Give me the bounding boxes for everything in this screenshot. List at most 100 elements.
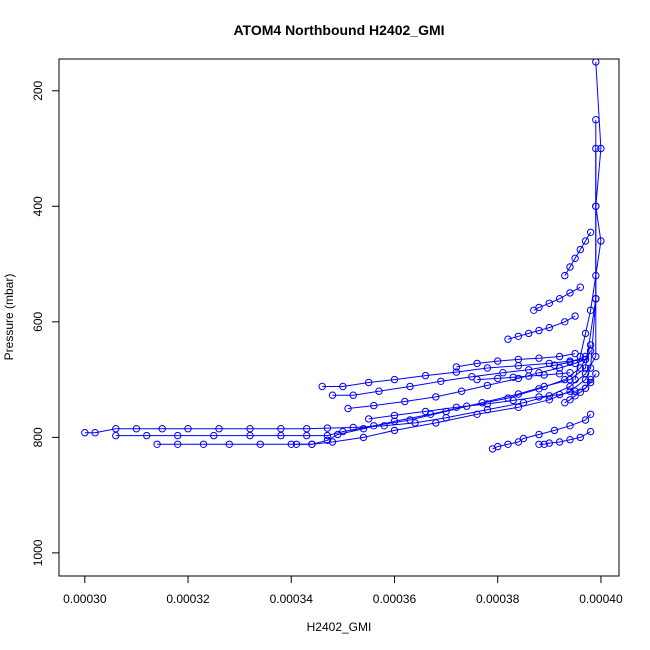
data-point	[586, 228, 595, 237]
data-point	[473, 375, 481, 384]
data-point	[494, 357, 502, 365]
data-point	[555, 370, 564, 378]
data-point	[401, 397, 409, 406]
data-point	[514, 374, 523, 383]
data-point	[535, 430, 543, 439]
data-point	[576, 364, 584, 372]
data-point	[494, 374, 502, 383]
data-point	[535, 393, 543, 401]
data-point	[277, 425, 285, 433]
x-tick-label: 0.00030	[63, 592, 107, 606]
data-point	[576, 245, 584, 254]
series-6	[328, 352, 590, 399]
data-point	[390, 426, 399, 435]
data-point	[535, 303, 543, 312]
data-point	[432, 393, 440, 401]
data-point	[586, 341, 595, 349]
series-line	[296, 350, 592, 445]
data-point	[586, 410, 595, 418]
data-point	[390, 375, 399, 384]
data-point	[328, 438, 337, 446]
data-point	[581, 329, 590, 338]
data-point	[592, 202, 600, 211]
data-point	[586, 427, 595, 436]
data-point	[581, 364, 590, 372]
data-point	[566, 358, 574, 366]
y-tick-label: 1000	[31, 539, 45, 566]
data-point	[545, 299, 553, 307]
data-point	[571, 375, 579, 384]
series-line	[332, 356, 586, 396]
data-point	[246, 431, 254, 440]
data-point	[390, 411, 399, 420]
x-tick-label: 0.00034	[270, 592, 314, 606]
data-point	[576, 352, 584, 361]
series-15	[535, 427, 595, 448]
data-point	[576, 433, 584, 442]
data-point	[452, 363, 461, 371]
series-line	[507, 315, 576, 340]
series-9	[452, 349, 579, 371]
series-line	[564, 373, 597, 404]
data-point	[499, 369, 507, 377]
data-point	[483, 381, 492, 390]
data-point	[246, 425, 254, 433]
data-point	[380, 422, 388, 430]
data-point	[334, 430, 342, 439]
data-point	[509, 396, 517, 405]
data-point	[566, 396, 574, 404]
x-tick-label: 0.00032	[166, 592, 210, 606]
data-point	[540, 371, 548, 379]
data-point	[323, 436, 332, 444]
series-line	[539, 431, 591, 445]
data-point	[519, 434, 528, 443]
data-point	[457, 387, 466, 395]
data-point	[452, 368, 461, 376]
series-line	[564, 232, 592, 276]
data-point	[561, 318, 569, 326]
data-point	[91, 429, 99, 437]
data-point	[174, 440, 182, 448]
data-point	[504, 440, 512, 448]
series-line	[347, 358, 586, 409]
series-16	[561, 370, 600, 407]
series-line	[533, 286, 581, 311]
data-point	[581, 416, 590, 424]
data-point	[303, 425, 311, 433]
data-point	[535, 354, 543, 362]
data-point	[592, 370, 600, 378]
data-point	[359, 433, 368, 442]
series-line	[574, 61, 602, 380]
data-point	[535, 385, 543, 393]
series-7	[344, 355, 590, 413]
data-point	[132, 425, 141, 433]
series-11	[504, 312, 579, 343]
data-point	[292, 440, 301, 448]
series-14	[488, 410, 595, 453]
chart-title: ATOM4 Northbound H2402_GMI	[233, 22, 444, 38]
data-point	[199, 440, 208, 448]
data-point	[540, 440, 548, 448]
y-tick-label: 200	[31, 80, 45, 100]
data-point	[174, 431, 182, 440]
x-axis: 0.00030 0.00032 0.00034 0.00036 0.00038 0.000…	[63, 575, 623, 606]
x-tick-label: 0.00036	[373, 592, 417, 606]
data-point	[210, 431, 218, 440]
data-point	[359, 425, 368, 433]
data-point	[323, 424, 332, 432]
data-point	[555, 438, 564, 446]
data-point	[153, 440, 161, 448]
data-point	[406, 382, 414, 391]
data-point	[566, 422, 574, 430]
data-point	[344, 404, 352, 413]
data-point	[561, 375, 569, 384]
data-point	[592, 352, 600, 361]
data-point	[509, 373, 517, 381]
series-line	[492, 413, 591, 450]
data-point	[452, 403, 461, 411]
data-point	[581, 370, 590, 378]
data-point	[550, 426, 559, 435]
data-point	[571, 254, 579, 262]
data-point	[581, 384, 590, 392]
